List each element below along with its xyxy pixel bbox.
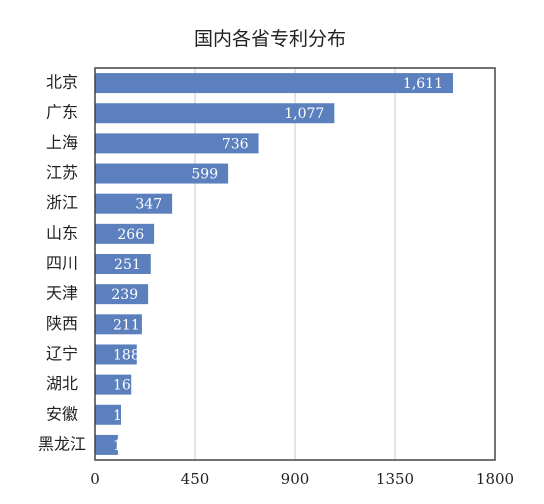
bar <box>95 404 121 425</box>
x-tick-label: 450 <box>181 470 210 488</box>
value-label: 188 <box>113 347 140 363</box>
y-tick-label: 广东 <box>46 103 78 122</box>
y-tick-label: 黑龙江 <box>38 434 86 453</box>
value-label: 599 <box>191 167 218 183</box>
chart-title: 国内各省专利分布 <box>194 28 346 50</box>
y-tick-label: 天津 <box>46 284 78 303</box>
bar <box>95 103 335 124</box>
y-tick-label: 北京 <box>46 73 78 92</box>
value-label: 239 <box>111 287 138 303</box>
y-tick-label: 四川 <box>46 254 78 273</box>
bar <box>95 434 118 455</box>
x-tick-label: 1350 <box>376 470 414 488</box>
y-tick-label: 山东 <box>46 223 78 242</box>
y-tick-label: 湖北 <box>46 374 78 393</box>
value-label: 736 <box>222 136 249 152</box>
value-label: 347 <box>135 197 162 213</box>
bar <box>95 254 151 274</box>
value-label: 1,077 <box>284 106 324 122</box>
plot-frame <box>94 67 496 461</box>
y-tick-label: 江苏 <box>46 163 78 182</box>
y-tick-label: 上海 <box>46 133 78 152</box>
bar <box>95 344 137 365</box>
value-label: 1,611 <box>403 76 443 92</box>
value-label: 211 <box>113 317 140 333</box>
x-tick-label: 1800 <box>476 470 514 488</box>
x-tick-label: 900 <box>281 470 310 488</box>
y-tick-label: 辽宁 <box>46 344 78 363</box>
y-tick-label: 安徽 <box>46 404 78 423</box>
y-tick-label: 陕西 <box>46 314 78 333</box>
value-label: 117 <box>113 408 140 424</box>
bar <box>95 314 142 335</box>
bar <box>95 223 155 244</box>
bar <box>95 133 259 154</box>
value-label: 163 <box>113 378 140 394</box>
bar <box>95 193 173 214</box>
bar <box>95 163 229 184</box>
value-label: 266 <box>117 227 144 243</box>
value-label: 103 <box>113 438 140 454</box>
value-label: 251 <box>114 257 141 273</box>
bar <box>95 73 453 94</box>
bar <box>95 374 132 395</box>
y-tick-label: 浙江 <box>46 193 78 212</box>
x-tick-label: 0 <box>90 470 100 488</box>
bar <box>95 284 149 305</box>
